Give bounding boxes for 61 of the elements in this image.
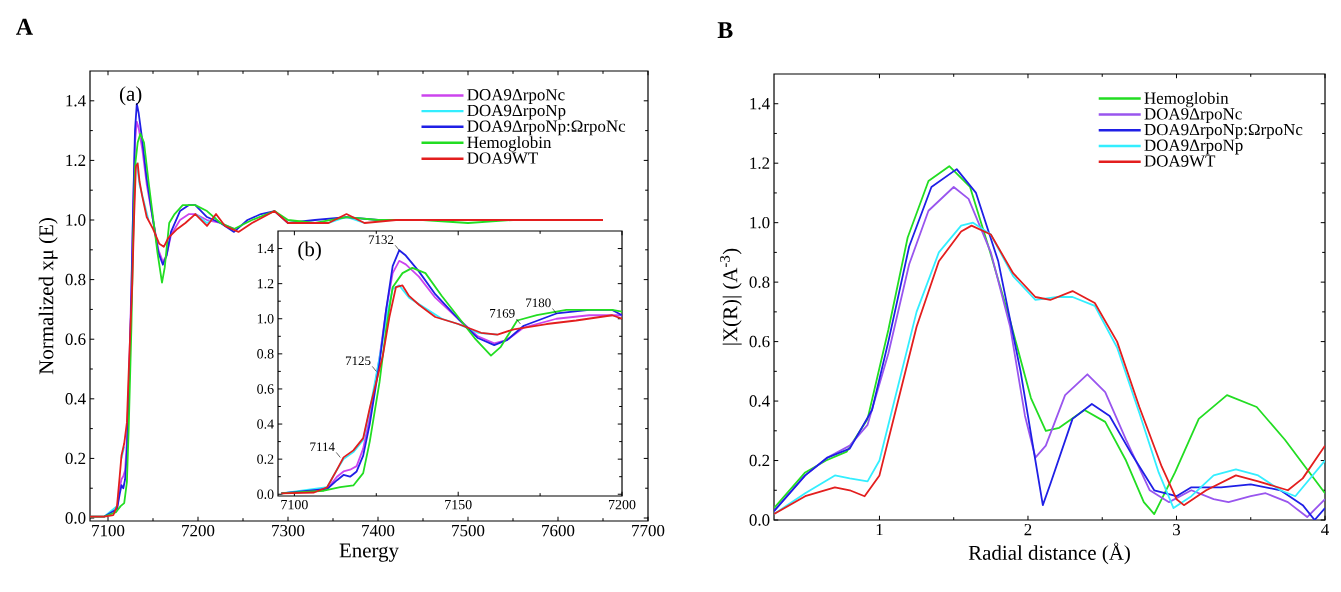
y-axis-title: Normalized xμ (E) [38, 218, 58, 375]
legend-label: DOA9ΔrpoNp [467, 104, 566, 120]
y-tick-label: 1.0 [66, 214, 86, 226]
y-tick-label: 0.0 [65, 512, 86, 524]
y-tick-label: 1.0 [257, 314, 274, 324]
legend-label: DOA9ΔrpoNp:ΩrpoNc [467, 120, 626, 136]
legend-label: DOA9ΔrpoNp:ΩrpoNc [1144, 123, 1303, 139]
y-tick-label: 1.0 [750, 216, 770, 229]
chart-title: A [16, 18, 33, 35]
x-tick-label: 7300 [272, 524, 305, 537]
x-tick-label: 1 [876, 523, 883, 536]
y-tick-label: 0.0 [749, 514, 770, 526]
x-tick-label: 7200 [182, 524, 215, 537]
annotation: 7132 [368, 235, 394, 245]
y-tick-label: 0.6 [65, 333, 86, 345]
legend-label: DOA9WT [467, 152, 538, 164]
x-tick-label: 7700 [632, 524, 665, 537]
y-tick-label: 0.2 [257, 454, 274, 464]
y-tick-label: 0.2 [749, 454, 770, 467]
legend-label: DOA9ΔrpoNc [1144, 108, 1242, 124]
y-tick-label: 0.4 [65, 393, 86, 405]
y-tick-label: 0.8 [749, 276, 770, 288]
x-tick-label: 7100 [281, 499, 308, 510]
y-tick-label: 0.8 [257, 349, 274, 359]
x-axis-title: Radial distance (Å) [968, 542, 1130, 565]
y-tick-label: 0.6 [257, 384, 274, 394]
chart-title: B [717, 22, 733, 38]
y-tick-label: 0.8 [65, 273, 86, 286]
y-tick-label: 1.4 [750, 98, 770, 110]
annotation: 7125 [345, 356, 371, 366]
x-tick-label: 3 [1173, 523, 1181, 536]
legend-label: Hemoglobin [467, 136, 552, 152]
y-tick-label: 1.4 [66, 95, 86, 107]
x-tick-label: 7400 [362, 524, 395, 537]
x-tick-label: 2 [1024, 523, 1032, 536]
y-tick-label: 0.6 [749, 335, 770, 348]
y-tick-label: 1.2 [750, 157, 770, 169]
y-tick-label: 1.2 [66, 154, 86, 167]
y-tick-label: 0.2 [65, 452, 86, 465]
y-tick-label: 0.4 [257, 419, 274, 429]
x-axis-title: Energy [339, 543, 399, 562]
annotation: 7180 [526, 298, 551, 308]
y-tick-label: 0.0 [257, 489, 274, 499]
annotation: 7114 [310, 442, 335, 452]
x-tick-label: 7500 [452, 524, 485, 537]
x-tick-label: 7150 [445, 499, 472, 510]
x-tick-label: 7100 [92, 524, 125, 537]
annotation: (a) [119, 86, 142, 106]
x-tick-label: 7600 [542, 524, 575, 537]
x-tick-label: 4 [1321, 523, 1329, 536]
y-tick-label: 1.4 [257, 243, 274, 254]
legend-label: Hemoglobin [1144, 91, 1229, 108]
annotation: (b) [298, 241, 321, 261]
y-axis-title: |X(R)| (A$^{-3}$) [719, 248, 742, 345]
y-tick-label: 1.2 [257, 278, 274, 289]
annotation: 7169 [490, 309, 515, 318]
legend-label: DOA9WT [1144, 155, 1216, 167]
x-tick-label: 7200 [608, 499, 636, 510]
y-tick-label: 0.4 [749, 395, 770, 407]
legend-label: DOA9ΔrpoNc [467, 89, 565, 104]
legend-label: DOA9ΔrpoNp [1144, 139, 1243, 155]
